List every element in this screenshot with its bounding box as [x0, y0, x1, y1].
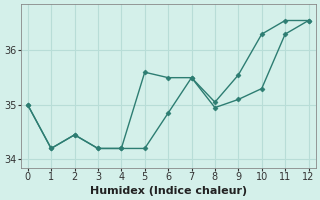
- X-axis label: Humidex (Indice chaleur): Humidex (Indice chaleur): [90, 186, 247, 196]
